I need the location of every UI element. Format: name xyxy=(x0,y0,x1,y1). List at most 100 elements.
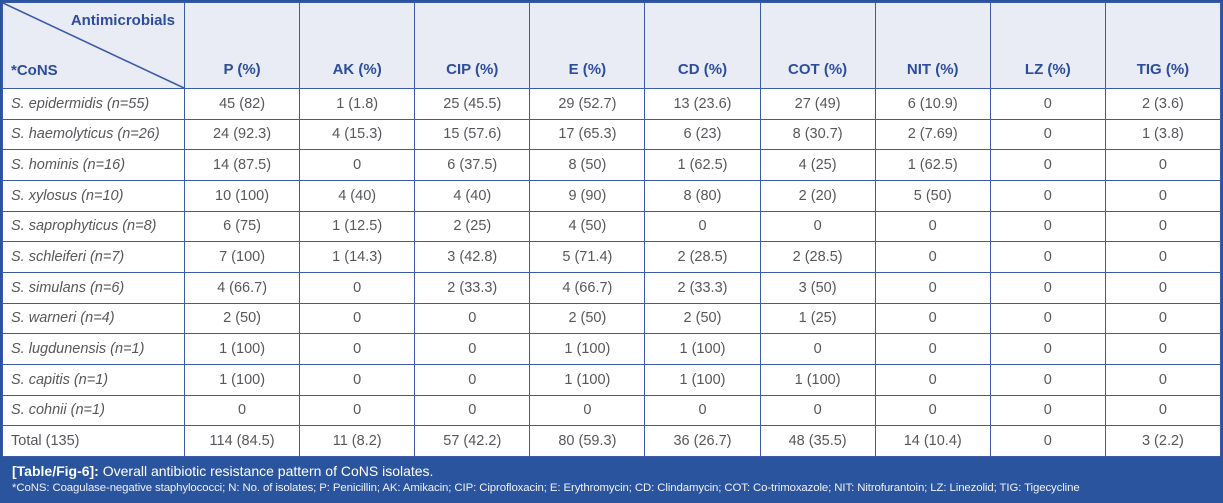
value-cell: 17 (65.3) xyxy=(529,118,646,151)
value-cell: 1 (62.5) xyxy=(644,149,761,181)
value-cell: 0 xyxy=(874,271,991,304)
value-cell: 1 (100) xyxy=(644,363,761,396)
table-caption: [Table/Fig-6]: Overall antibiotic resist… xyxy=(12,462,1211,481)
value-cell: 14 (10.4) xyxy=(874,425,991,457)
value-cell: 11 (8.2) xyxy=(299,425,416,457)
value-cell: 0 xyxy=(1104,179,1221,212)
value-cell: 4 (25) xyxy=(759,149,876,181)
column-header: NIT (%) xyxy=(874,2,991,89)
value-cell: 2 (50) xyxy=(644,302,761,335)
value-cell: 2 (28.5) xyxy=(644,241,761,273)
value-cell: 0 xyxy=(1104,394,1221,427)
value-cell: 8 (80) xyxy=(644,179,761,212)
value-cell: 0 xyxy=(989,425,1106,457)
column-header: P (%) xyxy=(183,2,301,89)
value-cell: 1 (3.8) xyxy=(1104,118,1221,151)
value-cell: 0 xyxy=(874,394,991,427)
value-cell: 1 (12.5) xyxy=(299,210,416,243)
value-cell: 0 xyxy=(874,210,991,243)
value-cell: 1 (100) xyxy=(759,363,876,396)
value-cell: 0 xyxy=(414,333,531,365)
value-cell: 7 (100) xyxy=(183,241,301,273)
value-cell: 4 (66.7) xyxy=(529,271,646,304)
value-cell: 8 (30.7) xyxy=(759,118,876,151)
footnote: *CoNS: Coagulase-negative staphylococci;… xyxy=(12,482,1080,494)
value-cell: 0 xyxy=(989,118,1106,151)
value-cell: 15 (57.6) xyxy=(414,118,531,151)
value-cell: 0 xyxy=(989,179,1106,212)
value-cell: 0 xyxy=(414,363,531,396)
value-cell: 2 (25) xyxy=(414,210,531,243)
corner-label-antimicrobials: Antimicrobials xyxy=(70,12,175,29)
row-label: S. schleiferi (n=7) xyxy=(2,241,185,273)
column-header: E (%) xyxy=(529,2,646,89)
column-header: CD (%) xyxy=(644,2,761,89)
corner-cell: Antimicrobials *CoNS xyxy=(2,2,185,89)
value-cell: 1 (100) xyxy=(183,363,301,396)
value-cell: 5 (50) xyxy=(874,179,991,212)
value-cell: 1 (100) xyxy=(183,333,301,365)
column-header: AK (%) xyxy=(299,2,416,89)
table-row: S. hominis (n=16) 14 (87.5) 0 6 (37.5) 8 (50… xyxy=(2,149,1221,181)
corner-label-cons: *CoNS xyxy=(11,62,58,79)
value-cell: 5 (71.4) xyxy=(529,241,646,273)
row-label: Total (135) xyxy=(2,425,185,457)
row-label: S. epidermidis (n=55) xyxy=(2,88,185,120)
value-cell: 0 xyxy=(874,363,991,396)
diagonal-divider-line xyxy=(3,3,184,88)
value-cell: 80 (59.3) xyxy=(529,425,646,457)
value-cell: 57 (42.2) xyxy=(414,425,531,457)
value-cell: 2 (50) xyxy=(529,302,646,335)
value-cell: 25 (45.5) xyxy=(414,88,531,120)
value-cell: 4 (40) xyxy=(414,179,531,212)
table-row: S. capitis (n=1) 1 (100) 0 0 1 (100) 1 (100) 1… xyxy=(2,363,1221,396)
value-cell: 6 (75) xyxy=(183,210,301,243)
table-row: S. lugdunensis (n=1) 1 (100) 0 0 1 (100) 1 (1… xyxy=(2,333,1221,365)
value-cell: 24 (92.3) xyxy=(183,118,301,151)
value-cell: 6 (23) xyxy=(644,118,761,151)
value-cell: 9 (90) xyxy=(529,179,646,212)
value-cell: 36 (26.7) xyxy=(644,425,761,457)
value-cell: 2 (33.3) xyxy=(414,271,531,304)
row-label: S. lugdunensis (n=1) xyxy=(2,333,185,365)
row-label: S. saprophyticus (n=8) xyxy=(2,210,185,243)
value-cell: 0 xyxy=(989,333,1106,365)
value-cell: 1 (1.8) xyxy=(299,88,416,120)
row-label: S. simulans (n=6) xyxy=(2,271,185,304)
value-cell: 1 (14.3) xyxy=(299,241,416,273)
value-cell: 1 (62.5) xyxy=(874,149,991,181)
caption-bar: [Table/Fig-6]: Overall antibiotic resist… xyxy=(2,457,1221,501)
table-row: S. cohnii (n=1) 0 0 0 0 0 0 0 0 0 xyxy=(2,394,1221,427)
value-cell: 0 xyxy=(874,241,991,273)
value-cell: 4 (66.7) xyxy=(183,271,301,304)
row-label: S. capitis (n=1) xyxy=(2,363,185,396)
table-row: Total (135) 114 (84.5) 11 (8.2) 57 (42.2) 80… xyxy=(2,425,1221,457)
row-label: S. cohnii (n=1) xyxy=(2,394,185,427)
value-cell: 2 (20) xyxy=(759,179,876,212)
value-cell: 29 (52.7) xyxy=(529,88,646,120)
value-cell: 2 (33.3) xyxy=(644,271,761,304)
resistance-table: Antimicrobials *CoNS P (%) AK (%) CIP (%) E… xyxy=(2,2,1221,457)
table-row: S. haemolyticus (n=26) 24 (92.3) 4 (15.3) 1… xyxy=(2,118,1221,151)
value-cell: 114 (84.5) xyxy=(183,425,301,457)
row-label: S. haemolyticus (n=26) xyxy=(2,118,185,151)
row-label: S. xylosus (n=10) xyxy=(2,179,185,212)
value-cell: 4 (15.3) xyxy=(299,118,416,151)
column-header: COT (%) xyxy=(759,2,876,89)
value-cell: 0 xyxy=(1104,363,1221,396)
table-row: S. warneri (n=4) 2 (50) 0 0 2 (50) 2 (50) 1 (2… xyxy=(2,302,1221,335)
value-cell: 0 xyxy=(874,333,991,365)
row-label: S. hominis (n=16) xyxy=(2,149,185,181)
value-cell: 0 xyxy=(989,394,1106,427)
value-cell: 0 xyxy=(299,271,416,304)
value-cell: 0 xyxy=(1104,210,1221,243)
value-cell: 0 xyxy=(183,394,301,427)
value-cell: 0 xyxy=(299,394,416,427)
value-cell: 0 xyxy=(299,363,416,396)
table-row: S. xylosus (n=10) 10 (100) 4 (40) 4 (40) 9 (… xyxy=(2,179,1221,212)
value-cell: 2 (3.6) xyxy=(1104,88,1221,120)
value-cell: 27 (49) xyxy=(759,88,876,120)
table-row: S. simulans (n=6) 4 (66.7) 0 2 (33.3) 4 (66.… xyxy=(2,271,1221,304)
value-cell: 45 (82) xyxy=(183,88,301,120)
